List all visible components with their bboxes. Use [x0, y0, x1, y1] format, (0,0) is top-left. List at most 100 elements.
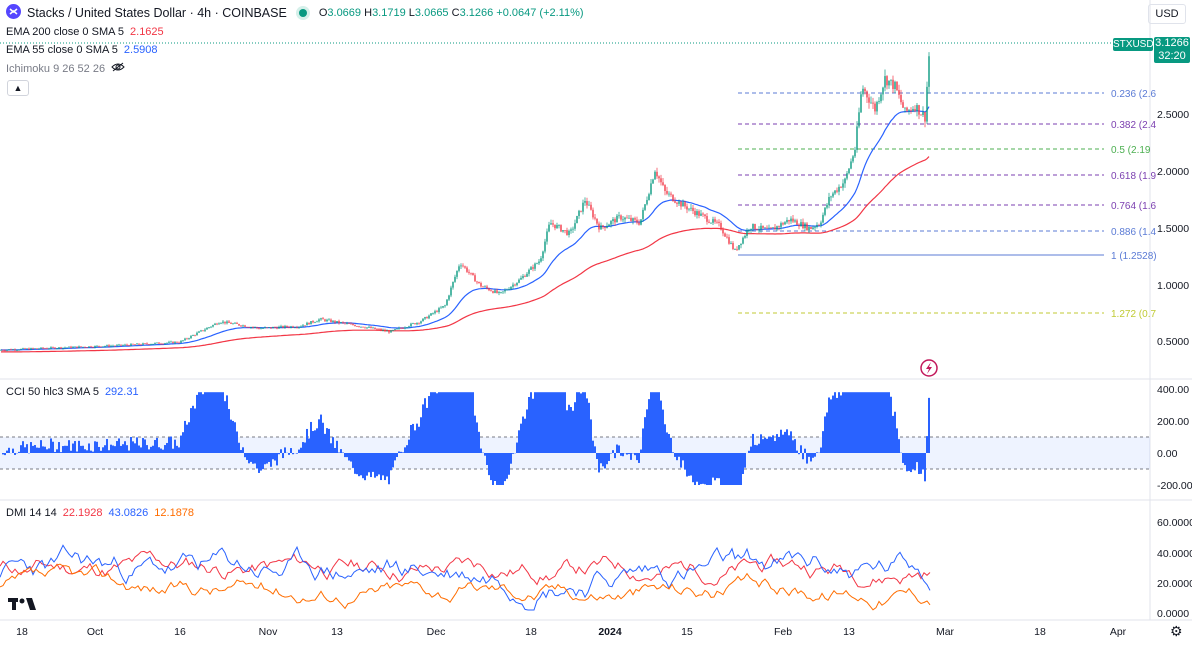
cci-bar	[410, 424, 412, 453]
candle-body	[332, 320, 334, 323]
cci-bar	[566, 410, 568, 453]
cci-bar	[216, 392, 218, 453]
candle-body	[434, 311, 436, 314]
candle-body	[200, 330, 202, 332]
candle-body	[928, 56, 930, 87]
candle-body	[476, 281, 478, 283]
cci-bar	[772, 435, 774, 453]
candle-body	[836, 190, 838, 192]
candle-body	[668, 193, 670, 195]
cci-bar	[602, 453, 604, 467]
cci-legend[interactable]: CCI 50 hlc3 SMA 5 292.31	[6, 386, 139, 398]
candle-body	[486, 286, 488, 289]
price-tick-label: 2.5000	[1157, 109, 1189, 121]
cci-bar	[700, 453, 702, 485]
cci-bar	[796, 450, 798, 453]
ichimoku-legend[interactable]: Ichimoku 9 26 52 26	[6, 62, 125, 75]
tradingview-logo[interactable]	[8, 596, 38, 617]
cci-bar	[892, 415, 894, 453]
candle-body	[248, 327, 250, 328]
candle-body	[596, 218, 598, 224]
candle-body	[532, 267, 534, 269]
cci-bar	[540, 392, 542, 453]
cci-bar	[496, 453, 498, 485]
cci-bar	[706, 453, 708, 485]
candle-body	[820, 222, 822, 225]
cci-bar	[262, 453, 264, 470]
price-axis[interactable]: 2.5000 2.0000 1.5000 1.0000 0.5000	[1157, 109, 1189, 348]
candle-body	[390, 330, 392, 333]
cci-bar	[464, 392, 466, 453]
cci-bar	[130, 436, 132, 453]
candle-body	[812, 227, 814, 229]
cci-bar	[816, 452, 818, 453]
eye-hidden-icon[interactable]	[111, 62, 125, 75]
ema55-legend[interactable]: EMA 55 close 0 SMA 5 2.5908	[6, 44, 158, 56]
candle-body	[148, 344, 150, 345]
candle-body	[752, 223, 754, 229]
cci-bar	[166, 442, 168, 453]
candle-body	[164, 343, 166, 344]
cci-bar	[390, 453, 392, 471]
cci-bar	[12, 448, 14, 453]
dmi-legend[interactable]: DMI 14 14 22.1928 43.0826 12.1878	[6, 507, 195, 519]
candle-body	[170, 341, 172, 343]
cci-bar	[228, 409, 230, 453]
cci-bar	[328, 428, 330, 453]
collapse-legend-button[interactable]: ▲	[7, 80, 29, 96]
candle-body	[862, 88, 864, 95]
cci-bar	[568, 404, 570, 453]
dmi-axis[interactable]: 60.0000 40.0000 20.0000 0.0000	[1157, 517, 1192, 620]
cci-bar	[266, 453, 268, 464]
candle-body	[168, 341, 170, 343]
fib-level-label: 0.5 (2.19	[1111, 145, 1151, 156]
cci-bar	[834, 392, 836, 453]
time-axis[interactable]: 18 Oct 16 Nov 13 Dec 18 2024 15 Feb 13 Mar 18 Apr	[16, 626, 1127, 638]
lightning-icon[interactable]	[920, 359, 938, 377]
candle-body	[418, 322, 420, 324]
candle-body	[664, 185, 666, 191]
candle-body	[814, 226, 816, 228]
cci-bar	[84, 449, 86, 453]
candle-body	[208, 327, 210, 329]
cci-bar	[682, 453, 684, 461]
candle-body	[394, 329, 396, 331]
cci-bar	[748, 450, 750, 453]
cci-bar	[638, 453, 640, 463]
cci-bar	[384, 453, 386, 481]
fib-retracement[interactable]: 0.236 (2.6 0.382 (2.4 0.5 (2.19 0.618 (1.9 0…	[738, 89, 1157, 320]
cci-axis[interactable]: 400.00 200.00 0.00 -200.00	[1157, 384, 1192, 492]
cci-bar	[880, 392, 882, 453]
candle-body	[420, 321, 422, 324]
currency-button[interactable]: USD	[1148, 4, 1186, 24]
cci-bar	[260, 453, 262, 471]
cci-bar	[926, 436, 928, 453]
cci-bar	[430, 392, 432, 453]
time-tick-label: Mar	[936, 626, 955, 638]
symbol-title[interactable]: Stacks / United States Dollar · 4h · COI…	[27, 6, 287, 20]
gear-icon[interactable]: ⚙	[1170, 623, 1183, 639]
candle-body	[346, 323, 348, 325]
candle-body	[416, 322, 418, 325]
candle-body	[150, 344, 152, 345]
cci-bar	[890, 396, 892, 453]
cci-bar	[350, 453, 352, 462]
candle-body	[30, 348, 32, 350]
candle-body	[782, 223, 784, 225]
candle-body	[290, 326, 292, 328]
ema200-legend[interactable]: EMA 200 close 0 SMA 5 2.1625	[6, 26, 164, 38]
cci-bar	[510, 453, 512, 464]
cci-bar	[254, 453, 256, 464]
candle-body	[492, 291, 494, 293]
cci-bar	[344, 453, 346, 458]
candle-body	[246, 326, 248, 328]
cci-bar	[846, 392, 848, 453]
cci-bar	[138, 445, 140, 453]
candle-body	[66, 347, 68, 349]
cci-bar	[44, 446, 46, 453]
cci-bar	[664, 424, 666, 453]
cci-bar	[366, 453, 368, 476]
cci-bar	[102, 447, 104, 453]
candle-body	[90, 346, 92, 348]
